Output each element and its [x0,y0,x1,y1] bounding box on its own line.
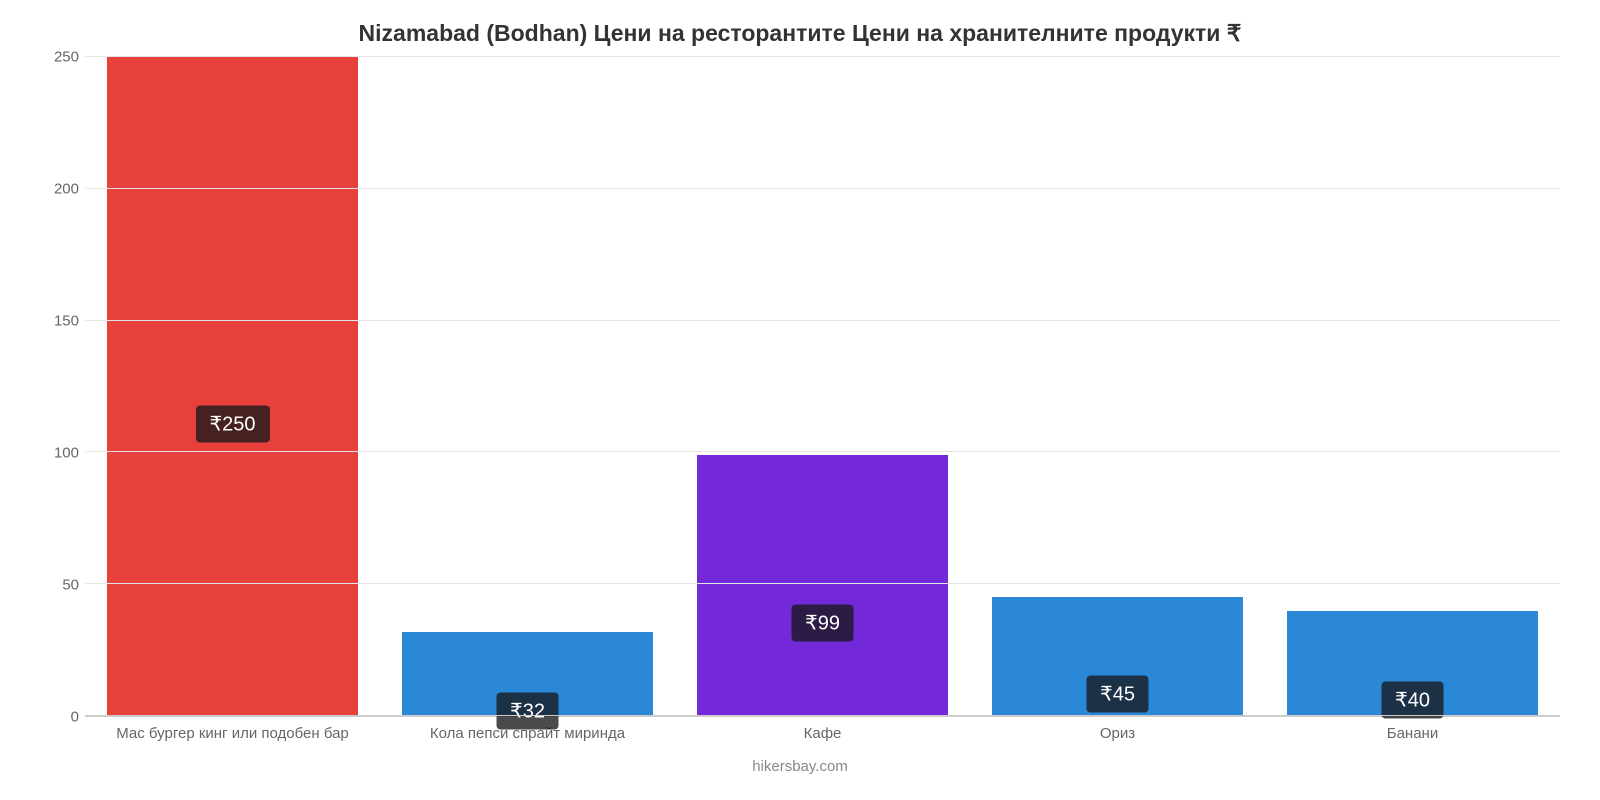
price-bar-chart: Nizamabad (Bodhan) Цени на ресторантите … [0,0,1600,800]
y-tick: 250 [34,49,79,66]
y-tick: 200 [34,181,79,198]
bars-container: ₹250 ₹32 ₹99 ₹45 ₹40 [85,57,1560,716]
gridline [85,188,1560,189]
credit-text: hikersbay.com [40,758,1560,775]
value-badge: ₹45 [1086,675,1149,712]
x-axis: Мас бургер кинг или подобен барКола пепс… [85,717,1560,742]
x-label: Кафе [675,717,970,742]
y-tick: 100 [34,445,79,462]
y-tick: 150 [34,313,79,330]
value-badge: ₹99 [791,604,854,641]
y-axis: 050100150200250 [40,57,85,717]
bar: ₹45 [992,597,1243,716]
bar-slot: ₹250 [85,57,380,716]
x-label: Банани [1265,717,1560,742]
bar-slot: ₹99 [675,57,970,716]
bar-slot: ₹45 [970,57,1265,716]
gridline [85,56,1560,57]
gridline [85,715,1560,716]
x-label: Ориз [970,717,1265,742]
value-badge: ₹250 [195,405,269,442]
value-badge: ₹40 [1381,682,1444,719]
x-label: Мас бургер кинг или подобен бар [85,717,380,742]
plot-area: ₹250 ₹32 ₹99 ₹45 ₹40 [85,57,1560,717]
value-badge: ₹32 [496,692,559,729]
y-tick: 0 [34,709,79,726]
gridline [85,320,1560,321]
bar: ₹40 [1287,611,1538,716]
bar: ₹32 [402,632,653,716]
bar-slot: ₹32 [380,57,675,716]
bar-slot: ₹40 [1265,57,1560,716]
gridline [85,583,1560,584]
bar: ₹99 [697,455,948,716]
plot-row: 050100150200250 ₹250 ₹32 ₹99 ₹45 ₹40 [40,57,1560,717]
chart-title: Nizamabad (Bodhan) Цени на ресторантите … [40,20,1560,47]
y-tick: 50 [34,577,79,594]
bar: ₹250 [107,57,358,716]
gridline [85,451,1560,452]
